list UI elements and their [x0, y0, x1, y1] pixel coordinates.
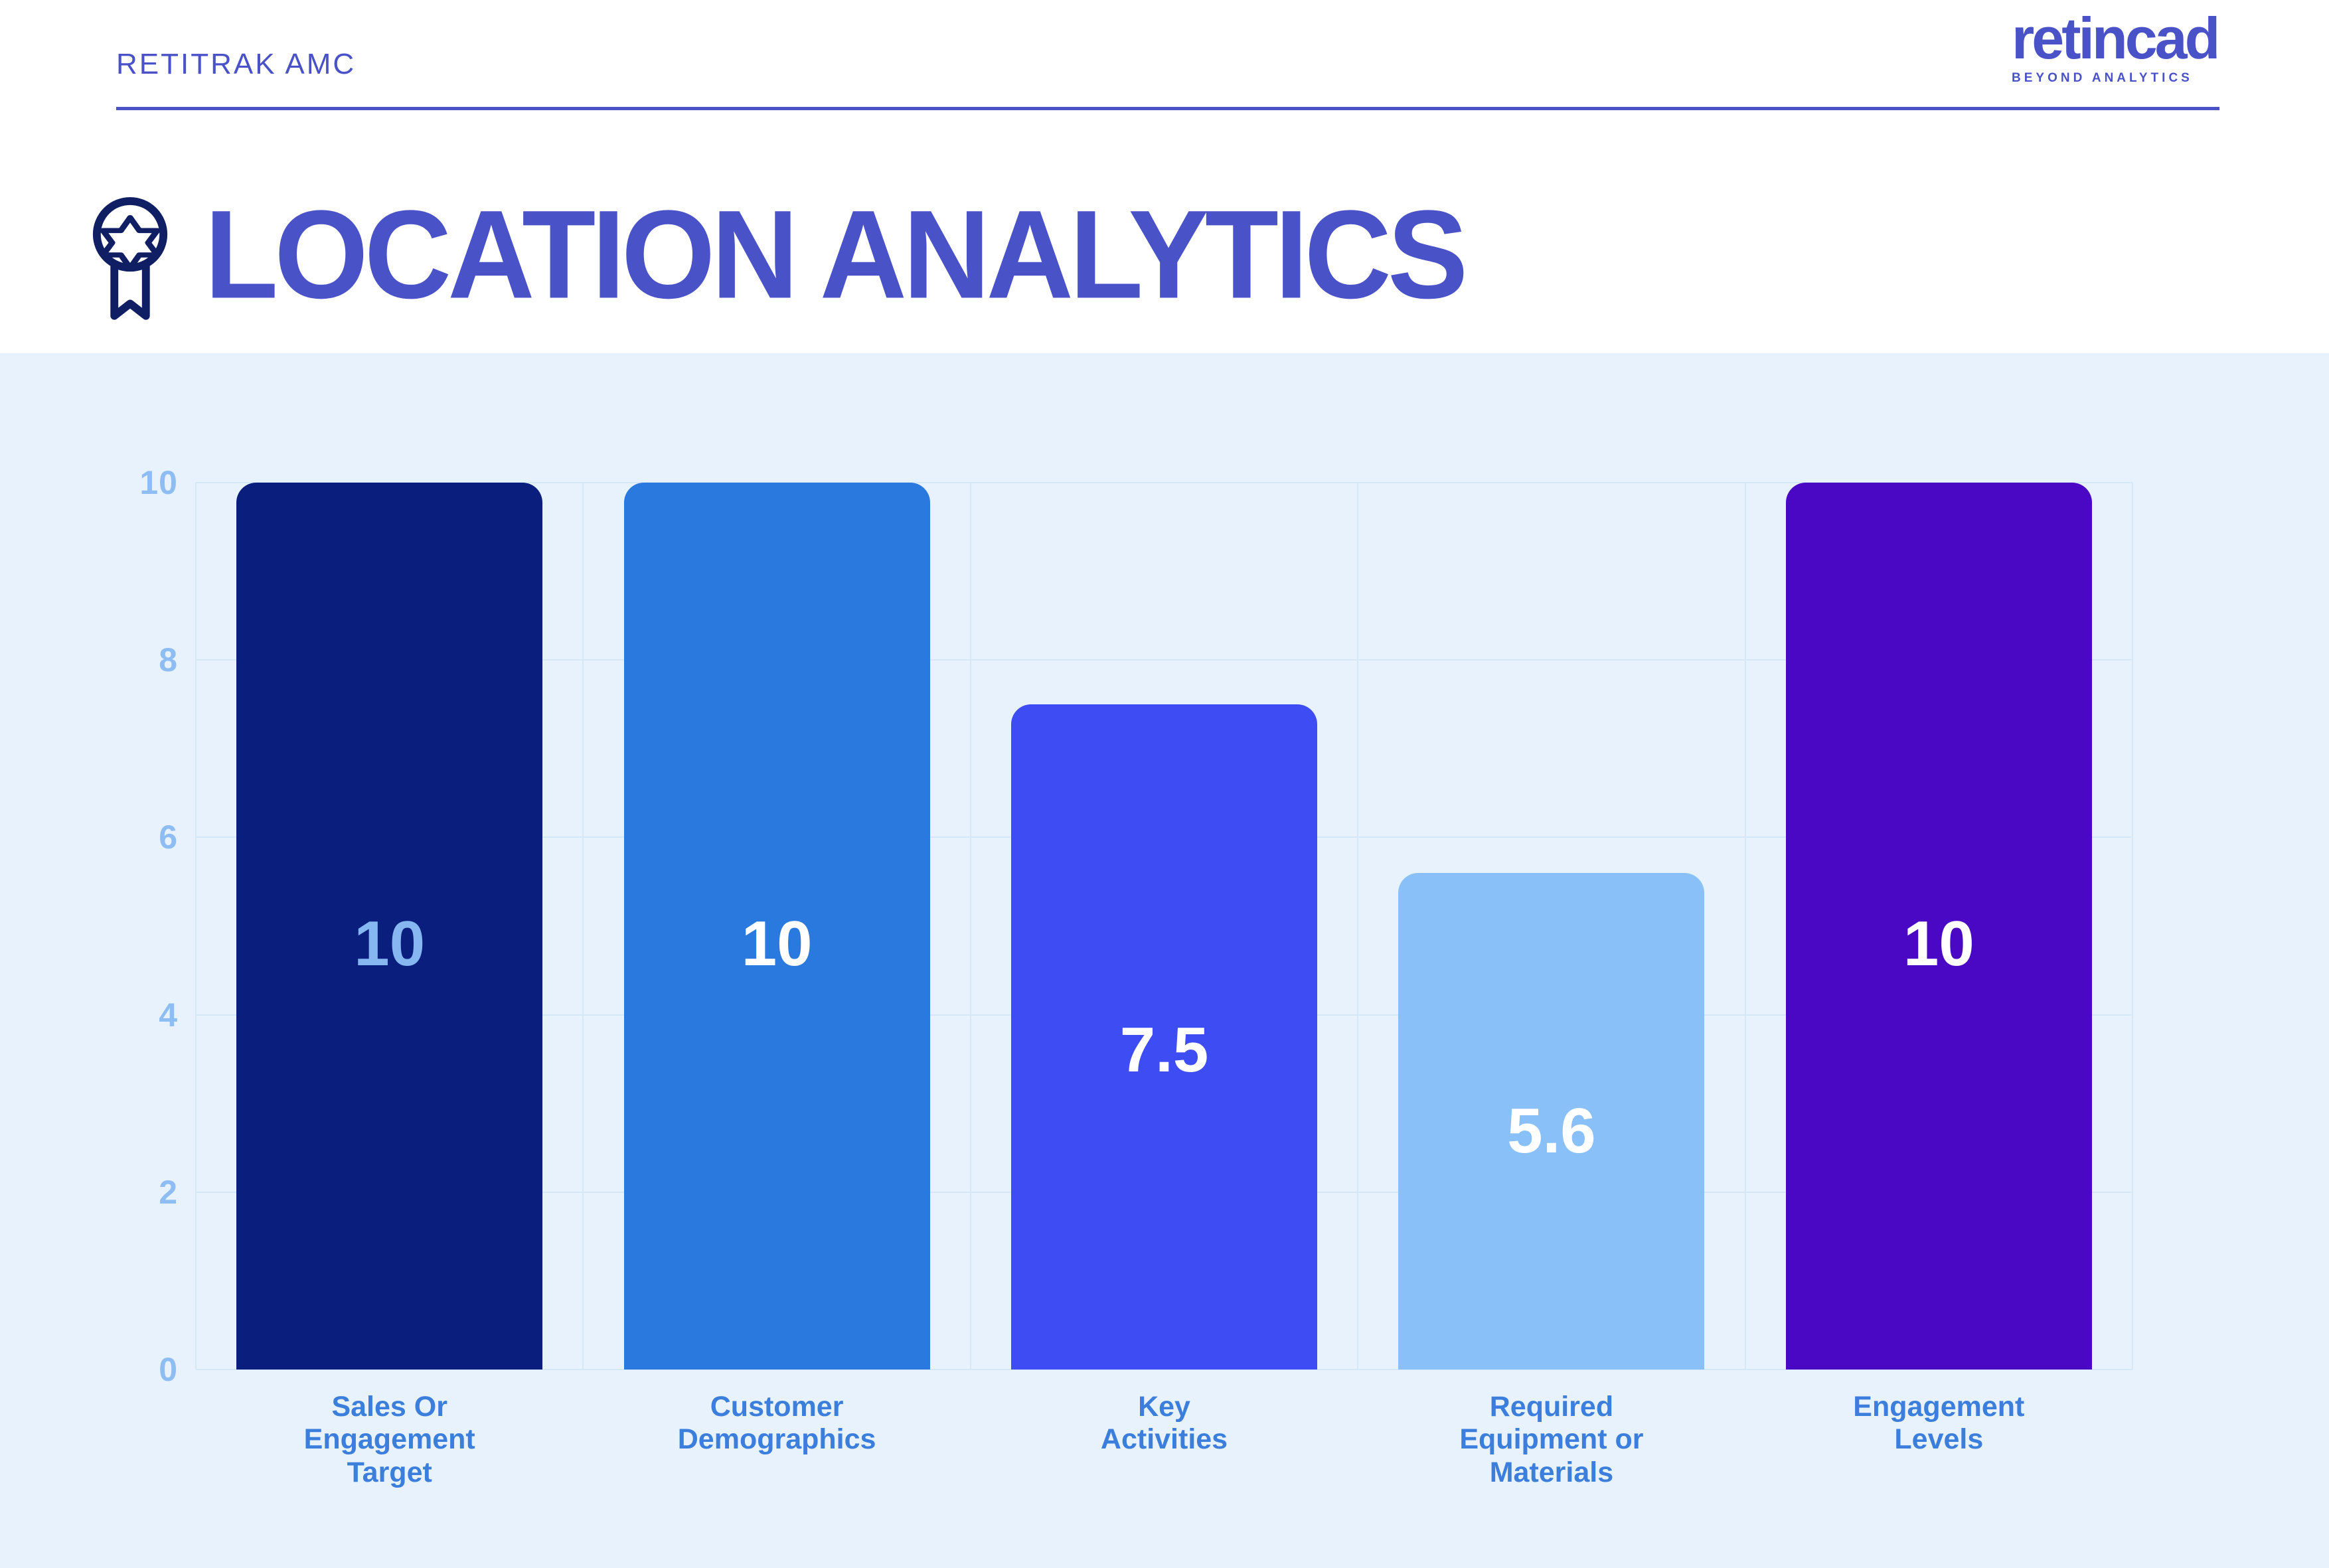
chart-section: 10 8 6 4 2 0 10 10 7.5 5.6 10 Sales Or Engagement T… [0, 353, 2329, 1568]
bar-value-label: 10 [1903, 907, 1974, 979]
company-logo: retincad BEYOND ANALYTICS [2012, 5, 2224, 85]
header-divider [116, 107, 2219, 110]
bar-slot-key-activities: 7.5 [971, 483, 1358, 1370]
bar-customer-demographics: 10 [623, 483, 930, 1370]
award-badge-icon [92, 196, 168, 320]
gridline-vertical [2132, 483, 2133, 1370]
y-tick-label: 0 [159, 1351, 178, 1388]
category-label-customer-demographics: Customer Demographics [677, 1391, 876, 1456]
plot-area: 10 10 7.5 5.6 10 [195, 482, 2133, 1370]
bars-row: 10 10 7.5 5.6 10 [196, 483, 2132, 1370]
gridline-vertical [1357, 483, 1359, 1370]
gridline-horizontal [196, 482, 2132, 483]
y-tick-label: 2 [159, 1173, 178, 1211]
y-tick-label: 10 [139, 464, 178, 501]
gridline-horizontal [196, 659, 2132, 661]
logo-wordmark: retincad [2012, 5, 2220, 71]
bar-slot-engagement-levels: 10 [1745, 483, 2132, 1370]
gridline-vertical [195, 483, 197, 1370]
bar-value-label: 5.6 [1507, 1095, 1596, 1166]
bar-value-label: 7.5 [1119, 1014, 1209, 1086]
gridline-horizontal [196, 1369, 2132, 1370]
y-axis-ticks: 10 8 6 4 2 0 [0, 464, 178, 1388]
y-tick-label: 4 [159, 996, 178, 1034]
breadcrumb: RETITRAK AMC [116, 48, 357, 80]
bar-value-label: 10 [354, 907, 426, 979]
page-title: LOCATION ANALYTICS [204, 183, 1468, 325]
y-tick-label: 8 [159, 641, 178, 679]
gridline-vertical [582, 483, 584, 1370]
bar-key-activities: 7.5 [1011, 704, 1317, 1370]
bar-slot-required-equipment-or-materials: 5.6 [1358, 483, 1745, 1370]
bar-sales-or-engagement-target: 10 [236, 483, 543, 1370]
category-label-required-equipment-or-materials: Required Equipment or Materials [1459, 1391, 1644, 1488]
logo-tagline: BEYOND ANALYTICS [2012, 71, 2193, 85]
gridline-vertical [1744, 483, 1746, 1370]
bar-slot-sales-or-engagement-target: 10 [196, 483, 583, 1370]
bar-value-label: 10 [741, 907, 813, 979]
category-label-engagement-levels: Engagement Levels [1853, 1391, 2025, 1456]
bar-slot-customer-demographics: 10 [583, 483, 970, 1370]
y-tick-label: 6 [159, 819, 178, 856]
gridline-vertical [969, 483, 971, 1370]
bar-required-equipment-or-materials: 5.6 [1398, 872, 1705, 1370]
bar-engagement-levels: 10 [1785, 483, 2092, 1370]
x-axis-category-labels: Sales Or Engagement Target Customer Demograp… [196, 1391, 2132, 1489]
category-label-sales-or-engagement-target: Sales Or Engagement Target [303, 1391, 475, 1488]
category-label-key-activities: Key Activities [1100, 1391, 1228, 1456]
title-row: LOCATION ANALYTICS [86, 184, 1468, 329]
